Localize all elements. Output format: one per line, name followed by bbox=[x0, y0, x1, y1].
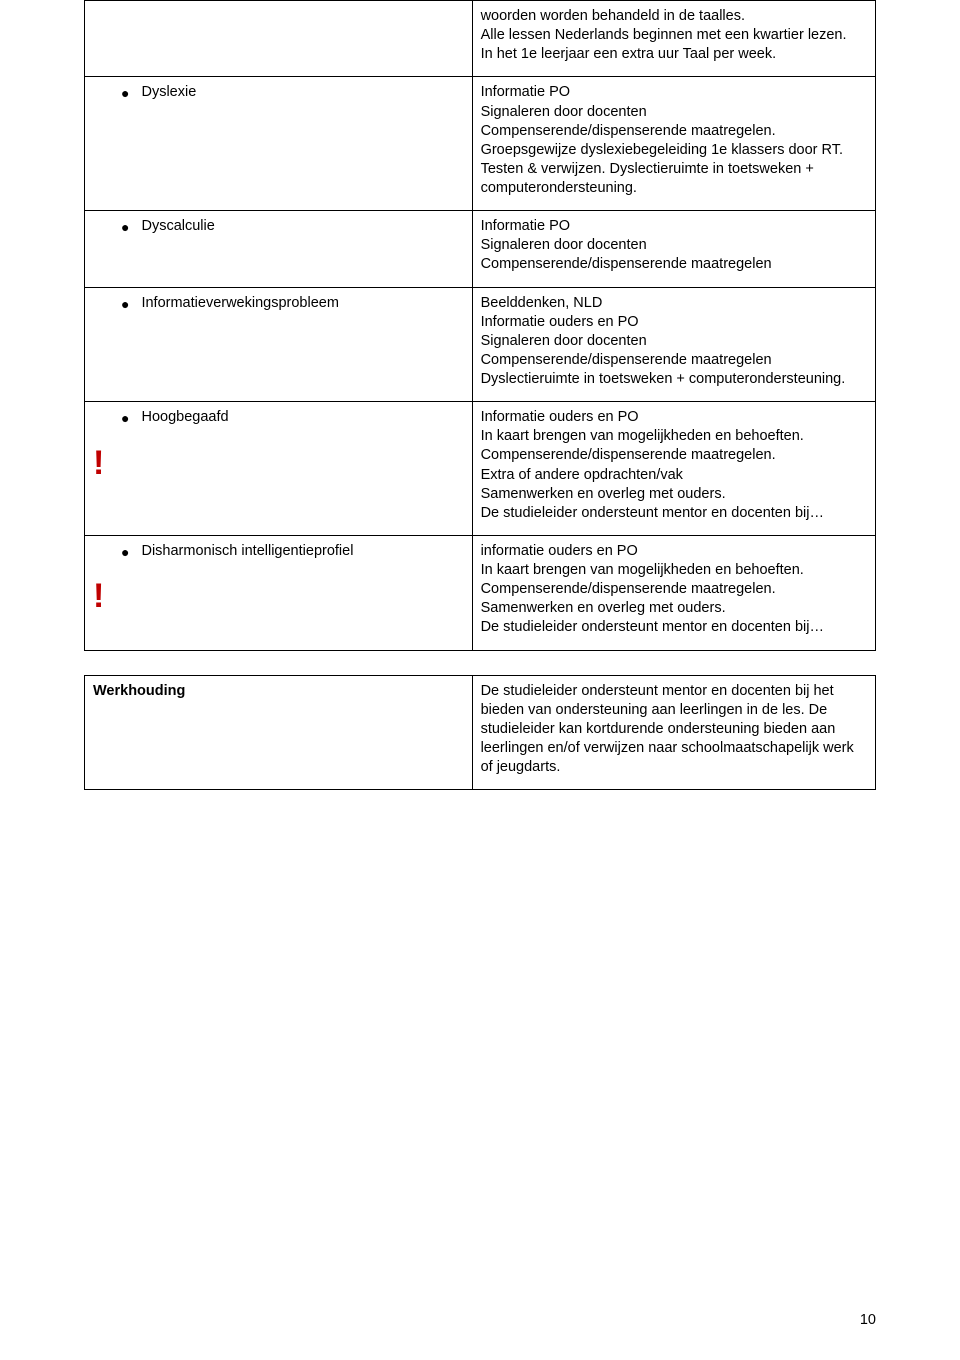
row-label-cell bbox=[85, 1, 473, 77]
row-label-cell: ● Dyslexie bbox=[85, 77, 473, 211]
content-line: Informatie PO bbox=[481, 217, 867, 236]
content-line: De studieleider ondersteunt mentor en do… bbox=[481, 504, 867, 523]
row-label-text: Werkhouding bbox=[93, 683, 185, 699]
content-line: Groepsgewijze dyslexiebegeleiding 1e kla… bbox=[481, 141, 867, 160]
content-line: Signaleren door docenten bbox=[481, 332, 867, 351]
table-row: ● Dyslexie Informatie POSignaleren door do… bbox=[85, 77, 876, 211]
content-line: Signaleren door docenten bbox=[481, 236, 867, 255]
content-line: Informatie PO bbox=[481, 83, 867, 102]
page-number: 10 bbox=[860, 1311, 876, 1330]
main-table: woorden worden behandeld in de taalles.A… bbox=[84, 0, 876, 651]
content-line: informatie ouders en PO bbox=[481, 542, 867, 561]
content-line: Compenserende/dispenserende maatregelen bbox=[481, 255, 867, 274]
content-line: In kaart brengen van mogelijkheden en be… bbox=[481, 561, 867, 580]
row-label-text: Dyslexie bbox=[141, 83, 463, 102]
content-line: De studieleider ondersteunt mentor en do… bbox=[481, 682, 867, 778]
exclamation-icon: ! bbox=[93, 446, 464, 480]
row-label-cell: ● Disharmonisch intelligentieprofiel! bbox=[85, 535, 473, 650]
row-label-cell: Werkhouding bbox=[85, 675, 473, 790]
content-line: In kaart brengen van mogelijkheden en be… bbox=[481, 427, 867, 446]
row-content-cell: Informatie POSignaleren door docentenCom… bbox=[472, 211, 875, 287]
row-label-text: Informatieverwekingsprobleem bbox=[141, 294, 463, 313]
exclamation-icon: ! bbox=[93, 579, 464, 613]
row-content-cell: Beelddenken, NLDInformatie ouders en POS… bbox=[472, 287, 875, 402]
bullet-icon: ● bbox=[121, 542, 129, 561]
row-content-cell: De studieleider ondersteunt mentor en do… bbox=[472, 675, 875, 790]
content-line: In het 1e leerjaar een extra uur Taal pe… bbox=[481, 45, 867, 64]
content-line: De studieleider ondersteunt mentor en do… bbox=[481, 618, 867, 637]
content-line: Compenserende/dispenserende maatregelen. bbox=[481, 580, 867, 599]
bullet-icon: ● bbox=[121, 294, 129, 313]
row-label-text: Dyscalculie bbox=[141, 217, 463, 236]
bullet-icon: ● bbox=[121, 408, 129, 427]
content-line: Beelddenken, NLD bbox=[481, 294, 867, 313]
row-content-cell: informatie ouders en POIn kaart brengen … bbox=[472, 535, 875, 650]
bottom-table: Werkhouding De studieleider ondersteunt … bbox=[84, 675, 876, 791]
row-label-text: Hoogbegaafd bbox=[141, 408, 463, 427]
row-label-cell: ● Dyscalculie bbox=[85, 211, 473, 287]
content-line: Extra of andere opdrachten/vak bbox=[481, 466, 867, 485]
content-line: Compenserende/dispenserende maatregelen. bbox=[481, 446, 867, 465]
content-line: Compenserende/dispenserende maatregelen bbox=[481, 351, 867, 370]
row-label-cell: ● Informatieverwekingsprobleem bbox=[85, 287, 473, 402]
row-content-cell: Informatie POSignaleren door docentenCom… bbox=[472, 77, 875, 211]
row-label-cell: ● Hoogbegaafd! bbox=[85, 402, 473, 536]
page-container: woorden worden behandeld in de taalles.A… bbox=[0, 0, 960, 1360]
row-content-cell: woorden worden behandeld in de taalles.A… bbox=[472, 1, 875, 77]
content-line: woorden worden behandeld in de taalles. bbox=[481, 7, 867, 26]
content-line: Samenwerken en overleg met ouders. bbox=[481, 485, 867, 504]
row-content-cell: Informatie ouders en POIn kaart brengen … bbox=[472, 402, 875, 536]
table-row: woorden worden behandeld in de taalles.A… bbox=[85, 1, 876, 77]
table-row: ●Disharmonisch intelligentieprofiel!info… bbox=[85, 535, 876, 650]
content-line: Informatie ouders en PO bbox=[481, 408, 867, 427]
bullet-icon: ● bbox=[121, 217, 129, 236]
table-row: ● Dyscalculie Informatie POSignaleren door… bbox=[85, 211, 876, 287]
table-gap bbox=[84, 651, 876, 675]
table-row: Werkhouding De studieleider ondersteunt … bbox=[85, 675, 876, 790]
content-line: Informatie ouders en PO bbox=[481, 313, 867, 332]
content-line: Alle lessen Nederlands beginnen met een … bbox=[481, 26, 867, 45]
row-label-text: Disharmonisch intelligentieprofiel bbox=[141, 542, 463, 561]
content-line: Signaleren door docenten bbox=[481, 103, 867, 122]
content-line: Compenserende/dispenserende maatregelen. bbox=[481, 122, 867, 141]
content-line: Dyslectieruimte in toetsweken + computer… bbox=[481, 370, 867, 389]
content-line: Testen & verwijzen. Dyslectieruimte in t… bbox=[481, 160, 867, 198]
table-row: ●Hoogbegaafd!Informatie ouders en POIn k… bbox=[85, 402, 876, 536]
content-line: Samenwerken en overleg met ouders. bbox=[481, 599, 867, 618]
table-row: ● Informatieverwekingsprobleem Beelddenken… bbox=[85, 287, 876, 402]
bullet-icon: ● bbox=[121, 83, 129, 102]
